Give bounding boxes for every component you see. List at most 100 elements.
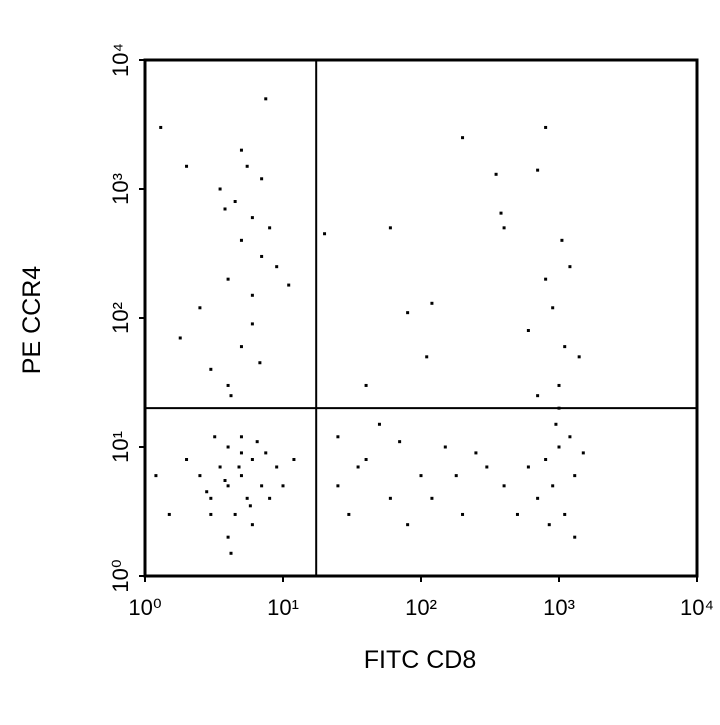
x-tick-label: 10² [405,595,437,620]
point [581,451,585,455]
point [218,187,222,191]
point [573,474,577,478]
point [287,283,291,287]
point [474,451,478,455]
point [544,458,548,462]
point [557,383,561,387]
point [260,254,264,258]
point [443,445,447,449]
point [264,451,268,455]
point [250,458,254,462]
point [568,435,572,439]
point [260,177,264,181]
point [536,168,540,172]
point [430,496,434,500]
point [563,512,567,516]
point [226,445,230,449]
point [356,465,360,469]
point [229,551,233,555]
point [502,226,506,230]
point [568,265,572,269]
point [226,383,230,387]
point [245,164,249,168]
point [560,238,564,242]
point [430,301,434,305]
point [229,394,233,398]
point [250,293,254,297]
point [198,306,202,310]
x-tick-label: 10⁰ [128,595,161,620]
point [268,226,272,230]
point [388,496,392,500]
point [461,136,465,140]
point [544,277,548,281]
point [544,125,548,129]
point [275,265,279,269]
point [577,355,581,359]
point [250,322,254,326]
point [239,474,243,478]
x-tick-label: 10¹ [267,595,299,620]
point [178,336,182,340]
point [388,226,392,230]
point [255,440,259,444]
point [209,367,213,371]
point [536,394,540,398]
point [268,496,272,500]
y-tick-label: 10² [108,302,133,334]
y-axis-title: PE CCR4 [18,266,46,374]
point [245,496,249,500]
point [454,474,458,478]
point [336,484,340,488]
point [398,440,402,444]
x-axis-title: FITC CD8 [364,646,477,674]
point [494,172,498,176]
point [250,216,254,220]
point [167,512,171,516]
point [226,535,230,539]
point [547,523,551,527]
point [515,512,519,516]
point [258,361,262,365]
y-tick-label: 10⁴ [108,43,133,77]
point [198,474,202,478]
point [573,535,577,539]
point [233,512,237,516]
point [364,458,368,462]
point [557,445,561,449]
point [336,435,340,439]
x-tick-label: 10³ [543,595,575,620]
point [275,465,279,469]
point [323,232,327,236]
point [526,329,530,333]
point [239,238,243,242]
point [292,458,296,462]
point [209,496,213,500]
point [502,484,506,488]
point [563,345,567,349]
point [213,435,217,439]
point [551,306,555,310]
plot-frame [143,58,699,578]
point [218,465,222,469]
point [526,465,530,469]
y-tick-label: 10⁰ [108,559,133,592]
point [223,478,227,482]
point [159,125,163,129]
point [239,435,243,439]
point [499,211,503,215]
point [226,484,230,488]
point [264,97,268,101]
point [185,458,189,462]
point [209,512,213,516]
point [233,200,237,204]
point [406,523,410,527]
point [551,484,555,488]
point [281,484,285,488]
point [250,523,254,527]
point [425,355,429,359]
point [154,474,158,478]
point [260,484,264,488]
point [377,422,381,426]
